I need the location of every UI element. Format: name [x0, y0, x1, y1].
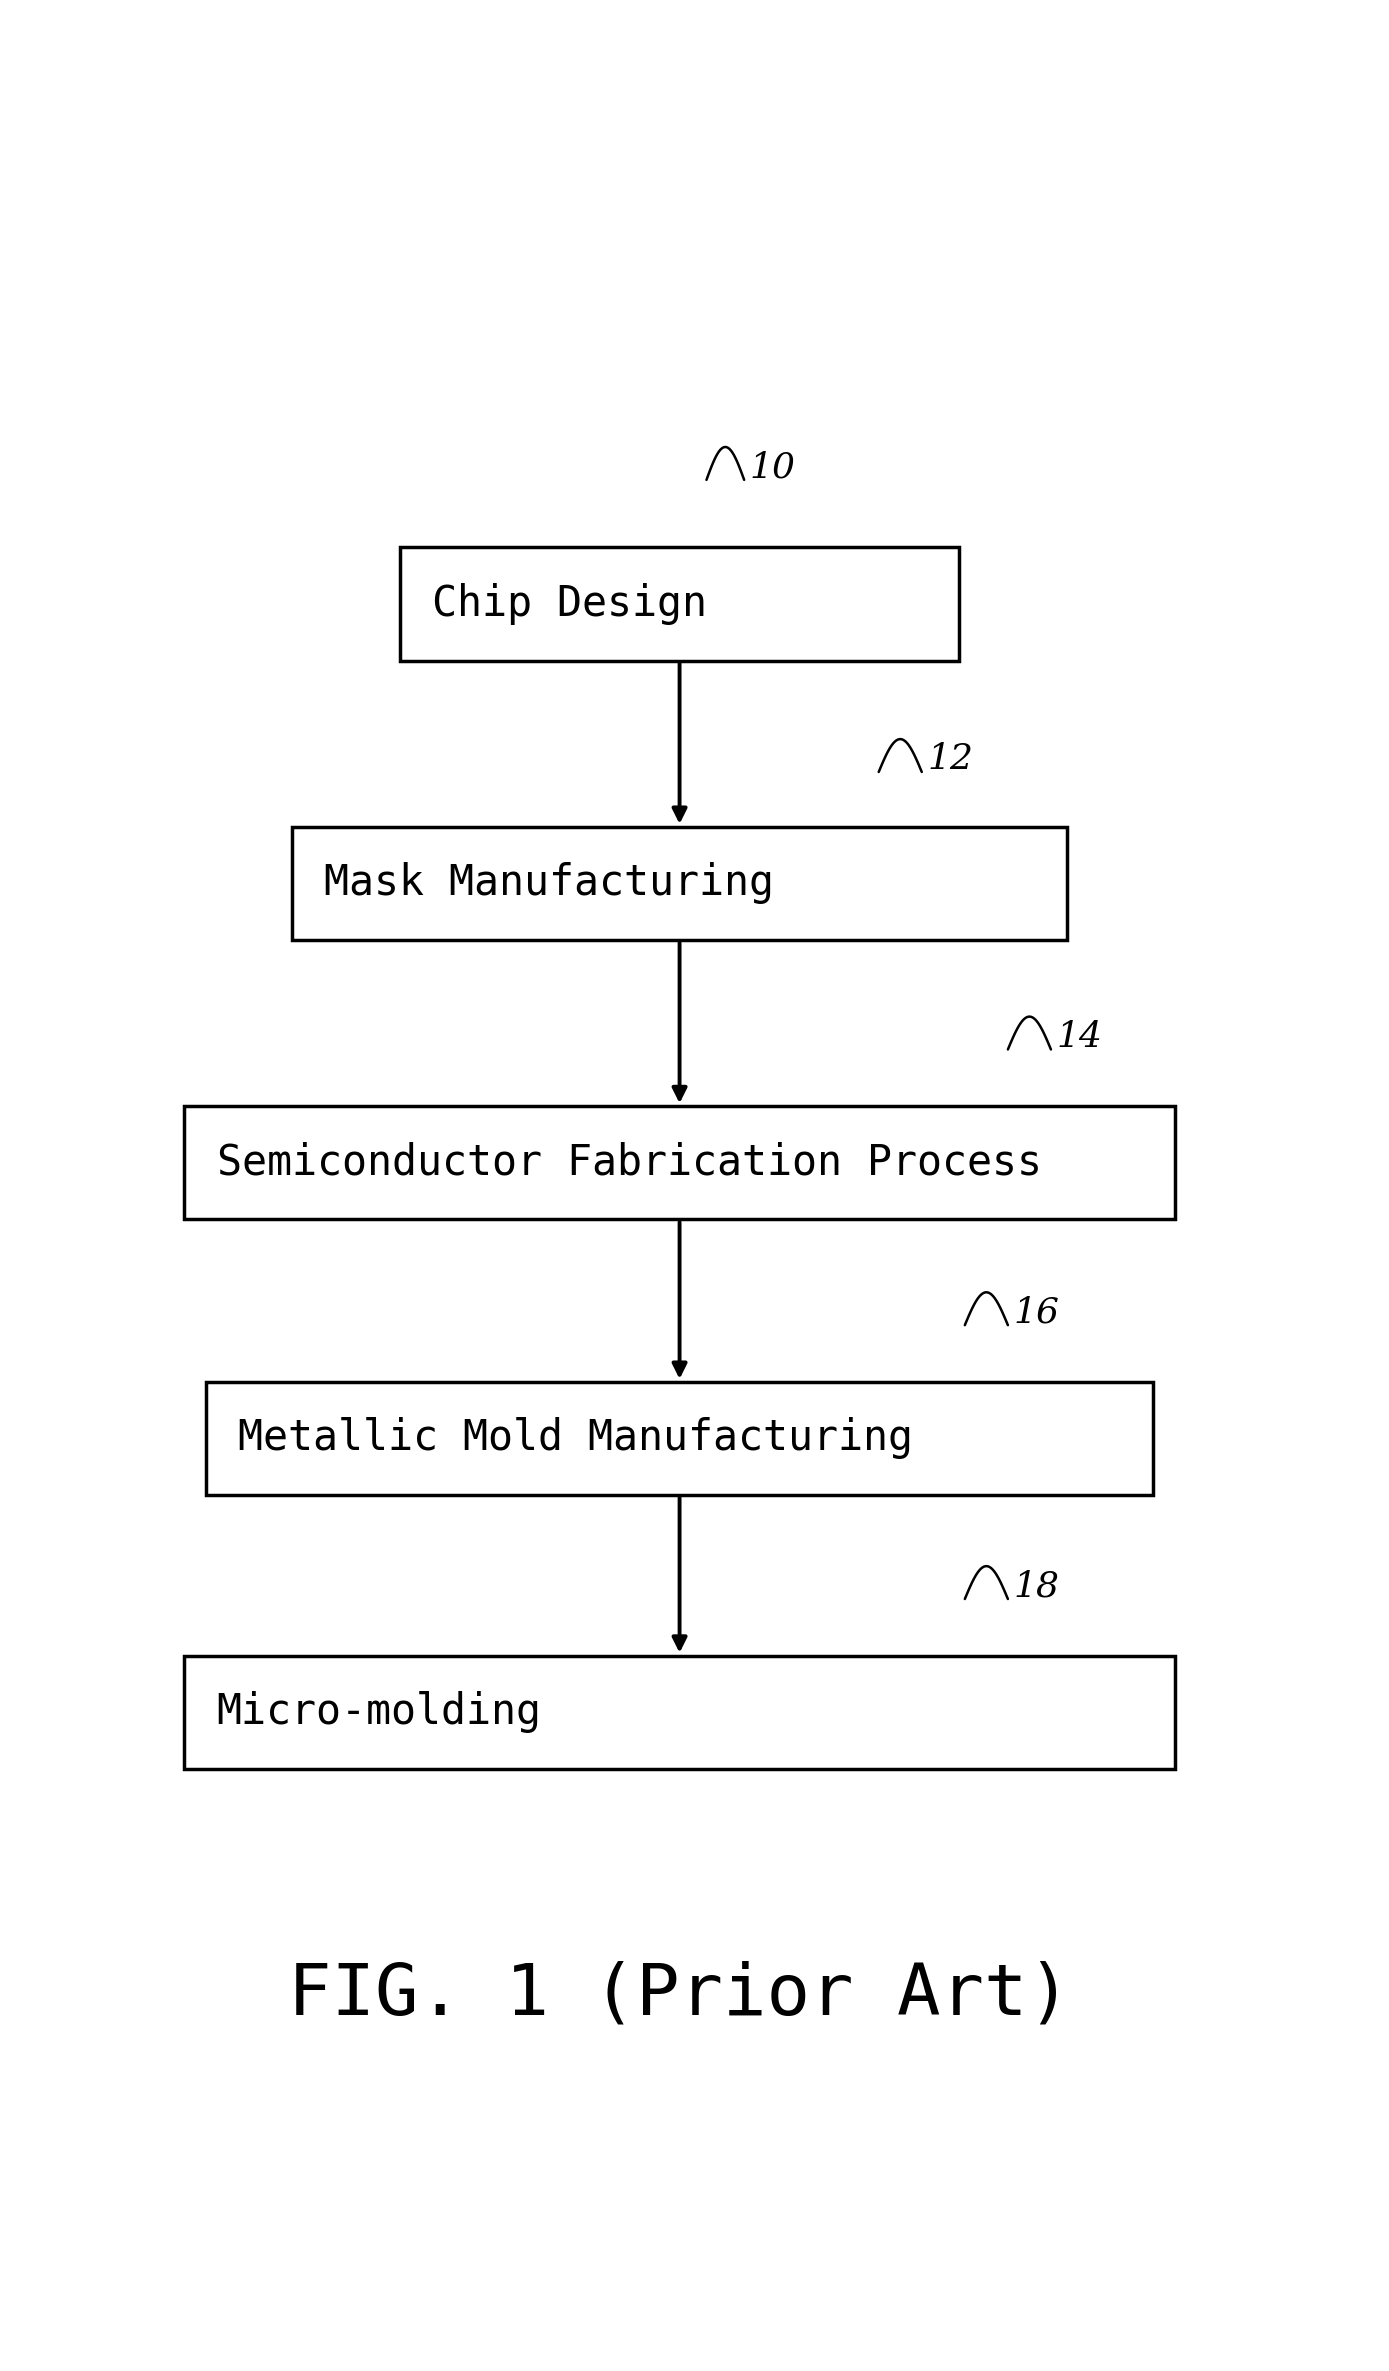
- Text: FIG. 1 (Prior Art): FIG. 1 (Prior Art): [288, 1961, 1071, 2030]
- Bar: [185, 1655, 1175, 1769]
- Text: Metallic Mold Manufacturing: Metallic Mold Manufacturing: [239, 1418, 913, 1458]
- Text: Semiconductor Fabrication Process: Semiconductor Fabrication Process: [217, 1143, 1042, 1183]
- Text: 12: 12: [928, 742, 974, 775]
- Text: 10: 10: [750, 450, 796, 484]
- Text: Mask Manufacturing: Mask Manufacturing: [324, 863, 774, 903]
- Text: 14: 14: [1056, 1020, 1103, 1053]
- Bar: [292, 827, 1067, 939]
- Text: Micro-molding: Micro-molding: [217, 1691, 542, 1733]
- Bar: [206, 1382, 1153, 1496]
- Bar: [185, 1105, 1175, 1219]
- Text: Chip Design: Chip Design: [432, 583, 707, 626]
- Text: 18: 18: [1014, 1570, 1060, 1603]
- Bar: [400, 548, 960, 662]
- Text: 16: 16: [1014, 1295, 1060, 1330]
